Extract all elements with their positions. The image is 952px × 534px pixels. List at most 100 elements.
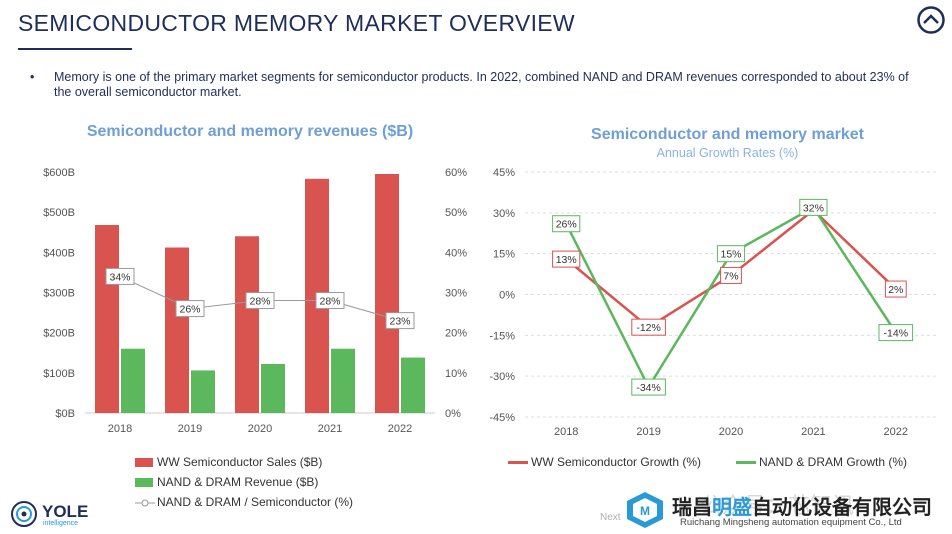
title-underline	[18, 48, 132, 50]
y2-tick-label: 40%	[445, 247, 467, 259]
data-label-semi-growth: 13%	[556, 254, 577, 266]
bullet-marker: •	[30, 70, 35, 84]
y2-tick-label: 60%	[445, 167, 467, 179]
y2-tick-label: 10%	[445, 368, 467, 380]
left-chart-title: Semiconductor and memory revenues ($B)	[86, 123, 414, 140]
bar-memory-revenue	[331, 348, 355, 413]
legend-label-memory-growth: NAND & DRAM Growth (%)	[759, 455, 908, 469]
ratio-data-label: 23%	[389, 316, 410, 328]
right-chart-title: Semiconductor and memory market	[591, 126, 864, 143]
data-label-box-semi-growth	[720, 266, 742, 284]
legend-item-ratio: NAND & DRAM / Semiconductor (%)	[135, 495, 353, 509]
y-tick-label: 0%	[499, 290, 515, 302]
data-label-box-memory-growth	[631, 378, 666, 396]
y-tick-label: $100B	[43, 368, 75, 380]
bar-semi-sales	[235, 236, 259, 413]
ratio-label-box	[175, 300, 205, 318]
legend-label-ratio: NAND & DRAM / Semiconductor (%)	[157, 495, 354, 509]
x-tick-label: 2022	[388, 423, 412, 435]
y-tick-label: -45%	[489, 412, 515, 424]
x-tick-label: 2021	[801, 426, 825, 438]
legend-item-memory-growth: NAND & DRAM Growth (%)	[736, 455, 907, 469]
watermark-cn-1: 瑞昌	[672, 497, 712, 519]
ratio-label-box	[245, 292, 275, 310]
ratio-label-box	[385, 312, 415, 330]
watermark-cn: 瑞昌明盛自动化设备有限公司	[672, 491, 932, 520]
data-label-box-memory-growth	[799, 198, 828, 216]
legend-marker-ratio	[135, 499, 155, 507]
data-label-semi-growth: 2%	[888, 284, 903, 296]
y-tick-label: $600B	[43, 167, 75, 179]
yole-logo-icon	[11, 501, 37, 527]
ratio-data-label: 28%	[249, 296, 270, 308]
x-tick-label: 2019	[636, 426, 660, 438]
bar-memory-revenue	[401, 357, 425, 413]
y-tick-label: 45%	[493, 167, 515, 179]
watermark-faint-text: 公众号：芯智讯	[700, 493, 855, 518]
x-tick-label: 2018	[108, 423, 132, 435]
x-tick-label: 2022	[884, 426, 908, 438]
y-tick-label: $0B	[55, 408, 75, 420]
legend-swatch-green	[135, 478, 153, 488]
line-memory-growth	[565, 206, 897, 389]
bar-semi-sales	[95, 225, 119, 413]
yole-logo-sub: intelligence	[43, 520, 79, 527]
data-label-semi-growth: 7%	[723, 270, 738, 282]
ratio-label-box	[105, 267, 135, 285]
data-label-memory-growth: 32%	[803, 202, 824, 214]
data-label-box-semi-growth	[884, 280, 907, 298]
y-tick-label: 15%	[493, 249, 515, 261]
revenue-bar-chart: $0B $100B $200B $300B $400B $500B $600B 0% 10% 20…	[43, 167, 467, 435]
next-link[interactable]: Next	[600, 512, 621, 523]
data-label-box-memory-growth	[552, 215, 581, 233]
y2-tick-label: 20%	[445, 328, 467, 340]
data-label-box-memory-growth	[878, 324, 914, 342]
legend-label-semi-sales: WW Semiconductor Sales ($B)	[157, 455, 323, 469]
legend-swatch-red	[135, 458, 153, 468]
svg-text:M: M	[640, 504, 650, 518]
y-tick-label: $200B	[43, 328, 75, 340]
legend-label-memory-rev: NAND & DRAM Revenue ($B)	[157, 475, 319, 489]
legend-item-semi-growth: WW Semiconductor Growth (%)	[508, 455, 701, 469]
growth-line-chart: 45% 30% 15% 0% -15% -30% -45% 2018 2019 2020 2021 2…	[489, 167, 937, 438]
y-tick-label: -30%	[489, 371, 515, 383]
summary-text: Memory is one of the primary market segm…	[54, 70, 909, 99]
home-up-icon[interactable]	[917, 6, 945, 34]
data-label-memory-growth: 26%	[556, 219, 577, 231]
bar-memory-revenue	[191, 370, 215, 413]
ratio-data-label: 28%	[319, 296, 340, 308]
x-tick-label: 2018	[554, 426, 578, 438]
legend-line-green	[736, 461, 756, 465]
y2-tick-label: 0%	[445, 408, 461, 420]
ratio-label-box	[315, 292, 345, 310]
legend-item-memory-rev: NAND & DRAM Revenue ($B)	[135, 475, 318, 489]
x-tick-label: 2020	[248, 423, 272, 435]
y-tick-label: -15%	[489, 330, 515, 342]
data-label-semi-growth: -12%	[636, 322, 661, 334]
watermark-cn-2: 明盛	[712, 497, 752, 519]
legend-item-semi-sales: WW Semiconductor Sales ($B)	[135, 455, 322, 469]
ratio-data-label: 34%	[109, 271, 130, 283]
watermark-en: Ruichang Mingsheng automation equipment …	[680, 517, 902, 528]
data-label-memory-growth: 15%	[720, 249, 741, 261]
x-tick-label: 2021	[318, 423, 342, 435]
y-tick-label: $400B	[43, 247, 75, 259]
watermark-cn-3: 自动化设备有限公司	[752, 497, 932, 519]
y-tick-label: $500B	[43, 207, 75, 219]
y-tick-label: $300B	[43, 288, 75, 300]
bar-memory-revenue	[121, 348, 145, 413]
data-label-box-semi-growth	[552, 250, 581, 268]
page-title: SEMICONDUCTOR MEMORY MARKET OVERVIEW	[18, 10, 575, 36]
data-label-box-semi-growth	[631, 318, 666, 336]
data-label-box-memory-growth	[716, 245, 746, 263]
ratio-data-label: 26%	[179, 304, 200, 316]
legend-line-red	[508, 461, 528, 465]
data-label-memory-growth: -14%	[884, 328, 909, 340]
right-chart-subtitle: Annual Growth Rates (%)	[656, 146, 799, 160]
yole-logo-text: YOLE	[42, 502, 89, 521]
y2-tick-label: 50%	[445, 207, 467, 219]
x-tick-label: 2020	[719, 426, 743, 438]
bar-semi-sales	[165, 247, 189, 413]
data-label-memory-growth: -34%	[636, 382, 661, 394]
y-tick-label: 30%	[493, 208, 515, 220]
